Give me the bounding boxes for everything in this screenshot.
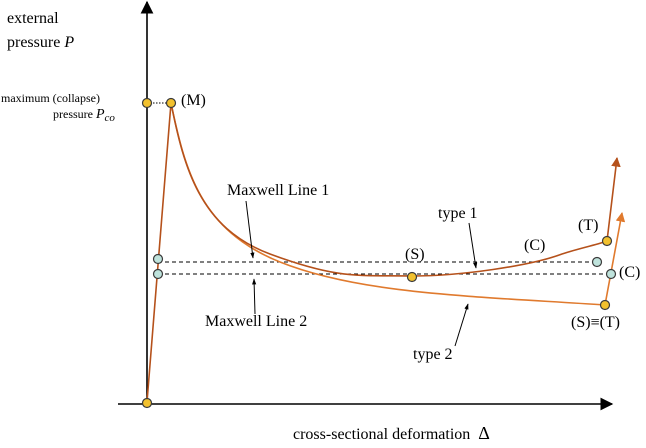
- label-maxwell-line-1: Maxwell Line 1: [227, 182, 330, 199]
- label-S: (S): [405, 246, 425, 263]
- maxwell2-pointer: [252, 278, 257, 315]
- label-maxwell-line-2: Maxwell Line 2: [205, 313, 308, 330]
- y-axis-symbol: P: [64, 34, 75, 51]
- x-axis-label: cross-sectional deformation Δ: [293, 423, 490, 444]
- y-axis-label-line1: external: [7, 10, 59, 27]
- point-collapse-axis: [141, 97, 153, 109]
- label-M: (M): [181, 92, 206, 109]
- collapse-label-line1: maximum (collapse): [1, 91, 100, 105]
- point-ST: [599, 299, 611, 311]
- curve-type2: [170, 102, 626, 306]
- collapse-label-line2: pressure Pco: [53, 107, 115, 124]
- point-T1: [601, 235, 613, 247]
- point-origin: [141, 397, 153, 409]
- collapse-label-symbol: P: [95, 107, 105, 122]
- y-axis-label-word: pressure: [7, 34, 61, 51]
- label-ST: (S)≡(T): [571, 314, 621, 331]
- type2-pointer: [454, 303, 469, 347]
- point-maxwell1-left: [152, 253, 164, 265]
- label-T1: (T): [578, 217, 599, 234]
- collapse-label-subscript: co: [104, 112, 115, 124]
- maxwell1-pointer: [245, 200, 255, 259]
- label-C2: (C): [619, 264, 641, 281]
- point-C2: [605, 268, 617, 280]
- label-C1: (C): [524, 237, 546, 254]
- y-axis-label-line2: pressure P: [7, 34, 74, 52]
- collapse-label-word: pressure: [53, 107, 93, 121]
- point-M: [165, 97, 177, 109]
- point-S: [406, 271, 418, 283]
- point-maxwell2-left: [152, 268, 164, 280]
- x-axis-label-text: cross-sectional deformation: [293, 426, 471, 443]
- type1-pointer: [468, 222, 478, 269]
- x-axis-symbol: Δ: [478, 423, 490, 443]
- label-type2: type 2: [413, 346, 453, 363]
- label-type1: type 1: [438, 205, 478, 222]
- curve-type1: [146, 102, 621, 403]
- point-C1: [591, 256, 603, 268]
